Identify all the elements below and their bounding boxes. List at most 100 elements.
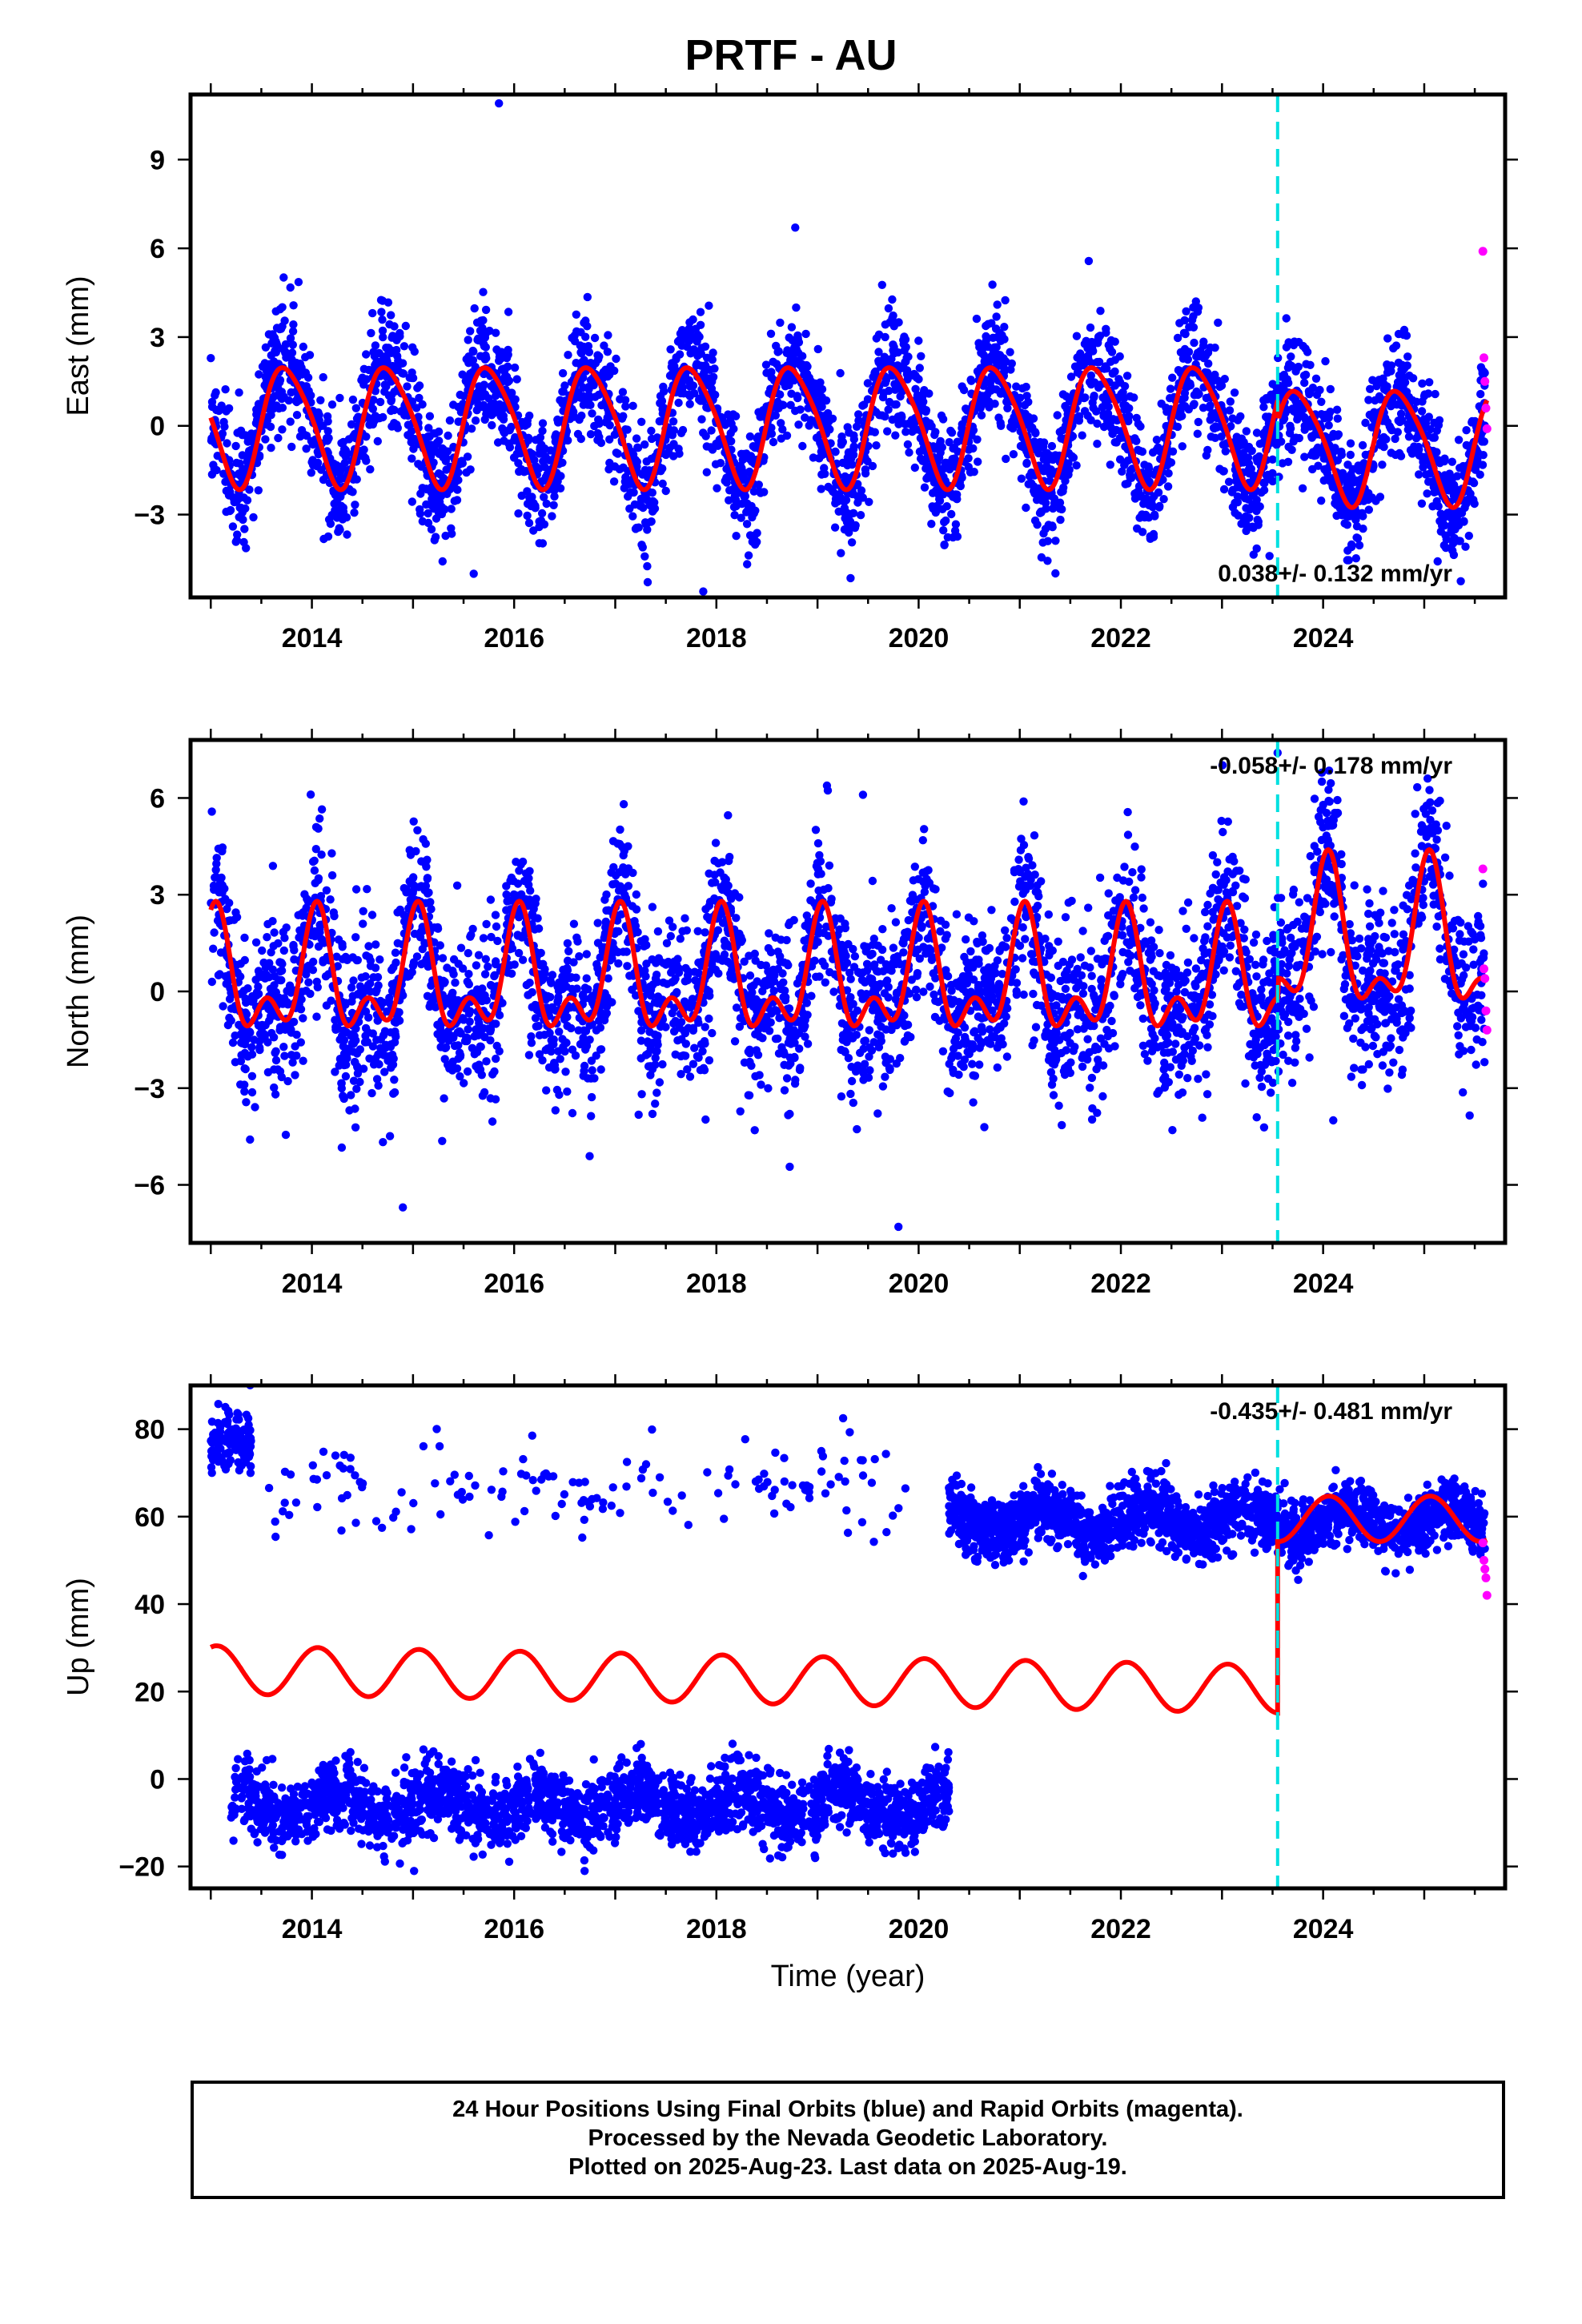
data-point <box>666 345 675 354</box>
data-point <box>279 273 288 282</box>
data-point <box>1365 899 1374 908</box>
data-point <box>623 962 632 971</box>
data-point <box>1449 550 1459 560</box>
data-point <box>1086 371 1096 380</box>
data-point <box>505 426 514 435</box>
data-point <box>900 332 909 341</box>
data-point <box>829 487 837 497</box>
data-point <box>1350 1063 1359 1072</box>
data-point <box>1291 367 1300 376</box>
data-point <box>1203 922 1212 931</box>
data-point <box>453 485 462 494</box>
data-point <box>705 1014 713 1023</box>
y-tick-label: 3 <box>150 323 165 353</box>
data-point <box>1061 913 1070 922</box>
data-point <box>801 413 809 422</box>
data-point <box>1434 420 1443 430</box>
data-point <box>1126 472 1134 482</box>
data-point <box>1030 516 1040 525</box>
data-point <box>1110 356 1120 364</box>
data-point <box>681 373 690 383</box>
data-point <box>1413 782 1422 792</box>
data-point <box>730 1037 740 1046</box>
data-point <box>271 346 279 356</box>
data-point <box>1037 553 1046 562</box>
data-point <box>1432 497 1441 506</box>
data-point <box>510 436 519 445</box>
data-point <box>1215 382 1224 392</box>
data-point <box>772 360 781 368</box>
data-point <box>1149 529 1158 539</box>
data-point <box>351 501 359 509</box>
data-point <box>745 531 755 540</box>
data-point <box>861 469 870 478</box>
data-point <box>367 328 375 338</box>
data-point <box>1078 431 1086 440</box>
east-y-axis-label: East (mm) <box>62 275 95 416</box>
data-point <box>1166 384 1175 393</box>
data-point <box>699 370 709 379</box>
data-point <box>452 496 462 505</box>
data-point <box>1056 515 1065 525</box>
data-point <box>836 368 845 378</box>
data-point <box>1478 460 1488 469</box>
data-point <box>1030 428 1040 436</box>
data-point <box>889 322 899 331</box>
data-point <box>1302 360 1311 368</box>
data-point <box>1423 489 1431 498</box>
data-point <box>1378 460 1387 469</box>
data-point <box>621 402 630 411</box>
data-point <box>904 352 913 361</box>
data-point <box>582 950 591 959</box>
data-point <box>1317 497 1326 505</box>
data-point <box>1252 544 1261 553</box>
data-point <box>351 404 360 412</box>
data-point <box>915 364 925 372</box>
data-point <box>232 458 241 468</box>
data-point <box>628 868 637 878</box>
data-point <box>1453 1022 1462 1031</box>
data-point <box>614 959 623 968</box>
data-point <box>940 517 949 527</box>
data-point <box>1044 910 1054 919</box>
data-point <box>1476 389 1485 399</box>
data-point <box>1168 373 1177 382</box>
data-point <box>1283 1031 1293 1040</box>
data-point <box>1058 505 1066 514</box>
data-point <box>579 383 588 392</box>
data-point <box>241 1064 250 1074</box>
data-point <box>1146 918 1155 927</box>
data-point <box>711 460 721 468</box>
data-point <box>1292 399 1301 408</box>
data-point <box>1217 432 1226 441</box>
data-point <box>586 400 595 409</box>
data-point <box>1137 865 1146 874</box>
data-point <box>939 526 948 535</box>
data-point <box>1298 484 1307 493</box>
data-point <box>214 971 223 980</box>
data-point <box>776 318 785 328</box>
east-rate-label: 0.038+/- 0.132 mm/yr <box>1218 561 1452 587</box>
data-point <box>994 350 1002 360</box>
data-point <box>412 404 421 412</box>
data-point <box>1078 1062 1087 1072</box>
data-point <box>1112 438 1121 447</box>
data-point <box>370 352 379 360</box>
data-point <box>1206 343 1215 352</box>
data-point <box>647 426 656 436</box>
data-point <box>1017 474 1026 483</box>
data-point <box>1378 1061 1387 1070</box>
data-point <box>280 316 289 325</box>
data-point <box>685 1072 695 1081</box>
data-point <box>870 368 879 377</box>
data-point <box>1154 503 1164 512</box>
data-point <box>1403 420 1412 428</box>
data-point <box>979 351 989 360</box>
data-point <box>415 381 424 390</box>
data-point <box>1028 1041 1037 1050</box>
data-point <box>1368 376 1377 384</box>
data-point <box>1078 927 1087 935</box>
data-point <box>685 331 694 340</box>
data-point <box>1343 546 1352 555</box>
data-point <box>1187 316 1197 324</box>
